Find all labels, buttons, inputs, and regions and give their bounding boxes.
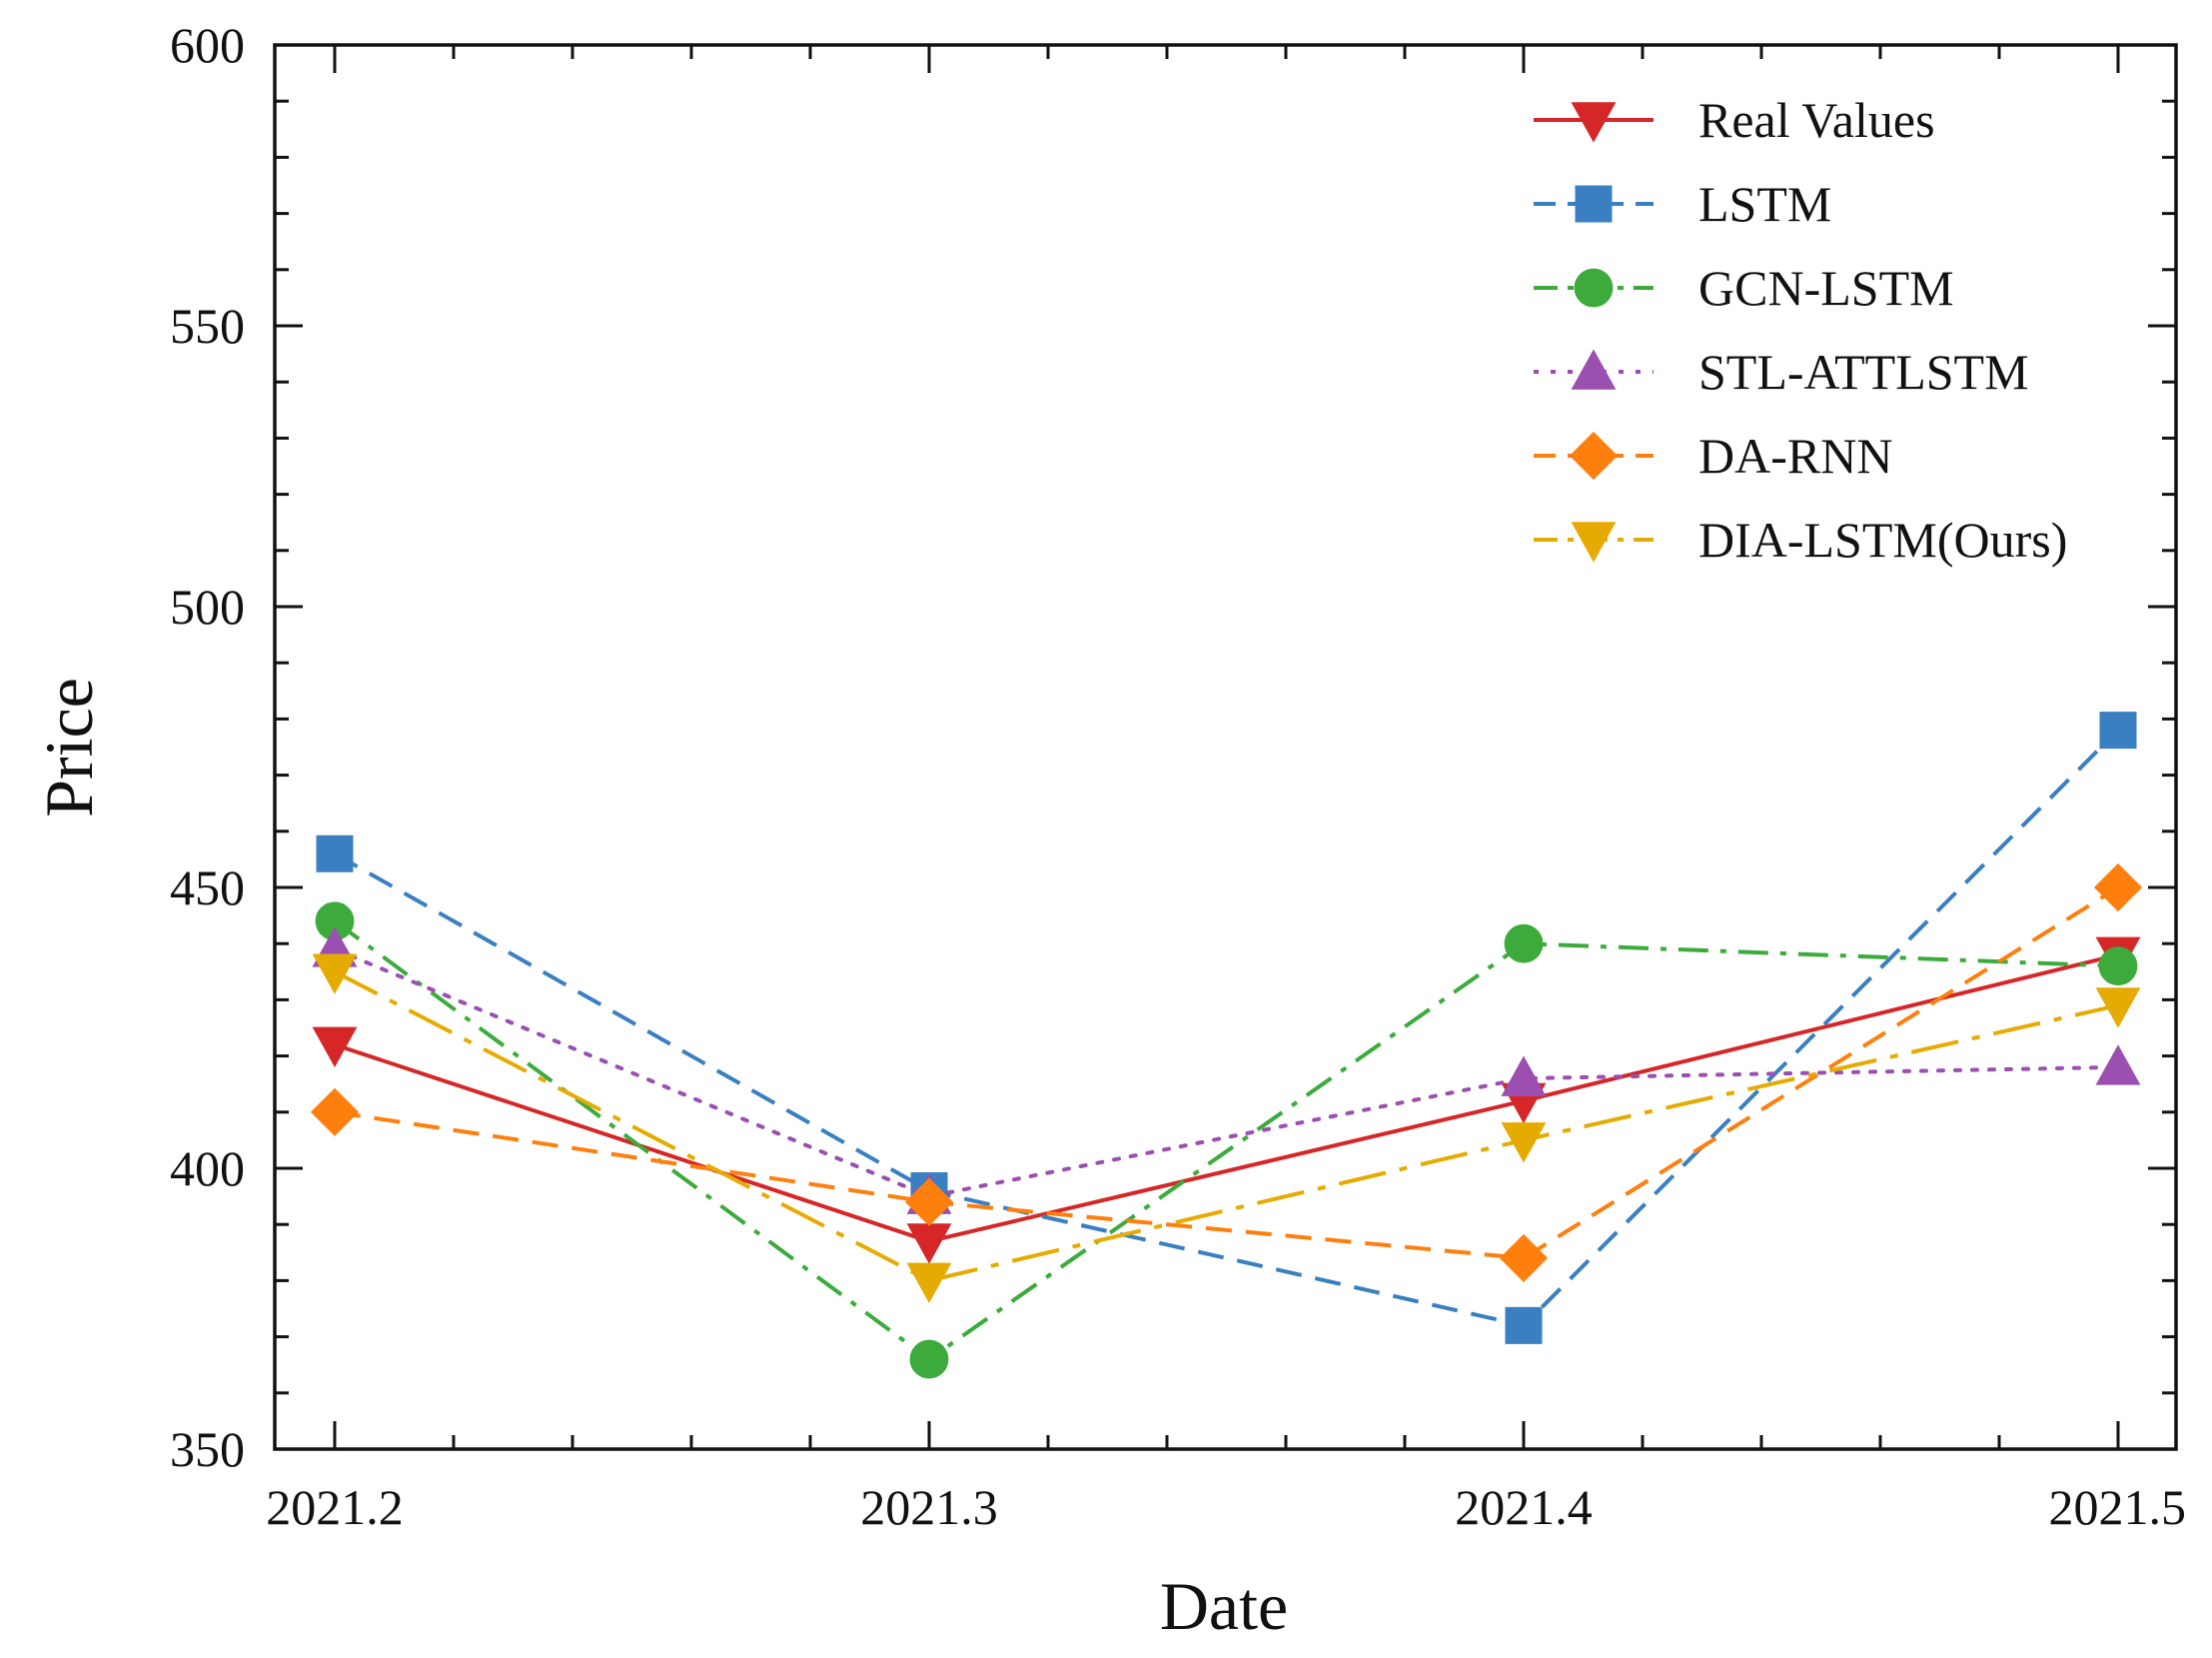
axis-ticks [275,43,2176,1451]
series-line [333,946,2120,1199]
data-point [2093,862,2143,912]
data-point [312,953,358,994]
series-gcn-lstm [315,901,2138,1379]
legend-label: LSTM [1698,176,1831,232]
series-dia-lstm-ours [312,953,2141,1304]
y-tick-label: 550 [170,298,245,354]
y-tick-label: 450 [170,859,245,915]
series-line [334,969,2119,1283]
data-point [906,1223,952,1264]
legend-marker [1574,268,1614,308]
y-tick-label: 350 [170,1421,245,1477]
y-axis-title: Price [31,678,107,818]
series-line [334,885,2120,1260]
y-tick-label: 400 [170,1140,245,1196]
data-point [1501,1055,1547,1096]
series-line [334,729,2120,1328]
y-tick-label: 600 [170,17,245,73]
data-point [2095,987,2141,1028]
series-da-rnn [310,862,2143,1283]
data-point [904,1177,954,1226]
x-axis-title: Date [1160,1568,1288,1644]
data-point [1505,1306,1543,1344]
data-point [312,1026,358,1067]
series-group [310,712,2143,1379]
legend: Real Values LSTM GCN-LSTM STL-ATTLSTM DA-RNN… [1534,92,2067,568]
data-point [2095,1044,2141,1085]
x-tick-label: 2021.3 [860,1479,998,1535]
series-real-values [312,936,2141,1264]
legend-marker [1571,349,1617,390]
legend-entry: GCN-LSTM [1534,260,1954,316]
x-tick-labels: 2021.2 2021.3 2021.4 2021.5 [266,1479,2186,1535]
series-lstm [316,712,2137,1344]
data-point [909,1339,949,1379]
legend-label: STL-ATTLSTM [1698,344,2029,400]
data-point [1504,923,1544,963]
legend-label: Real Values [1698,92,1935,148]
legend-label: GCN-LSTM [1698,260,1954,316]
y-tick-labels: 350 400 450 500 550 600 [170,17,245,1477]
data-point [906,1262,952,1304]
series-line [333,919,2119,1362]
data-point [310,1087,360,1136]
x-tick-label: 2021.2 [266,1479,404,1535]
legend-entry: LSTM [1534,176,1831,232]
legend-marker [1575,185,1613,223]
x-tick-label: 2021.5 [2049,1479,2187,1535]
data-point [2098,946,2138,986]
legend-marker [1569,431,1619,481]
legend-entry: DA-RNN [1534,428,1892,484]
legend-marker [1571,522,1617,563]
data-point [1499,1233,1549,1283]
plot-frame [273,43,2178,1451]
data-point [316,834,354,872]
legend-entry: Real Values [1534,92,1935,148]
series-line [334,952,2119,1244]
legend-entry: STL-ATTLSTM [1534,344,2029,400]
legend-label: DIA-LSTM(Ours) [1698,512,2067,568]
legend-label: DA-RNN [1698,428,1892,484]
legend-entry: DIA-LSTM(Ours) [1534,512,2067,568]
legend-marker [1571,102,1617,143]
y-tick-label: 500 [170,579,245,635]
data-point [1501,1122,1547,1163]
data-point [2099,712,2137,750]
x-tick-label: 2021.4 [1455,1479,1593,1535]
